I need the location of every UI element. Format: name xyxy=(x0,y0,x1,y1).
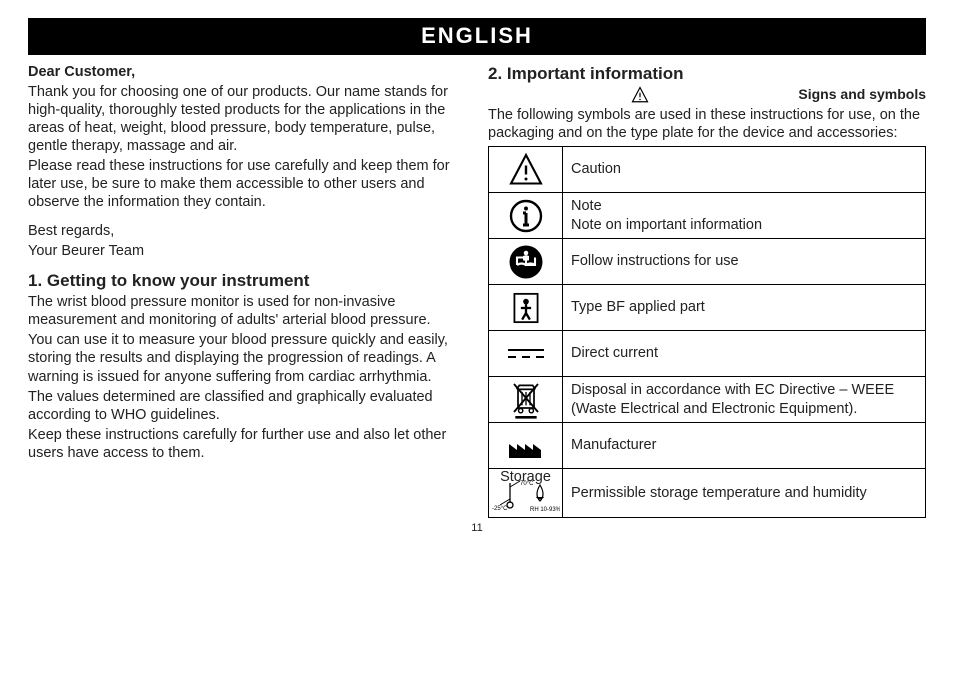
typebf-desc: Type BF applied part xyxy=(563,285,926,331)
section2-heading: 2. Important information xyxy=(488,63,926,84)
section1-p2: You can use it to measure your blood pre… xyxy=(28,331,466,385)
table-row: Caution xyxy=(489,147,926,193)
table-row: Note Note on important information xyxy=(489,193,926,239)
regards-1: Best regards, xyxy=(28,222,466,240)
storage-lo: -25°C xyxy=(492,506,508,512)
right-column: 2. Important information Signs and symbo… xyxy=(488,63,926,519)
dc-symbol-cell xyxy=(489,331,563,377)
page-number: 11 xyxy=(28,522,926,536)
table-row: Disposal in accordance with EC Directive… xyxy=(489,377,926,423)
symbols-table: Caution Note Note on important informati… xyxy=(488,146,926,518)
section1-p1: The wrist blood pressure monitor is used… xyxy=(28,293,466,329)
caution-icon xyxy=(631,86,649,104)
caution-triangle-icon xyxy=(506,152,546,188)
caution-symbol-cell xyxy=(489,147,563,193)
intro-paragraph-2: Please read these instructions for use c… xyxy=(28,157,466,211)
greeting: Dear Customer, xyxy=(28,64,135,80)
table-row: Direct current xyxy=(489,331,926,377)
storage-top-label: Storage xyxy=(489,470,562,485)
weee-symbol-cell xyxy=(489,377,563,423)
table-row: Manufacturer xyxy=(489,423,926,469)
read-manual-icon xyxy=(508,244,544,280)
storage-desc: Permissible storage temperature and humi… xyxy=(563,469,926,518)
table-row: Follow instructions for use xyxy=(489,239,926,285)
signs-symbols-row: Signs and symbols xyxy=(488,86,926,104)
section1-p4: Keep these instructions carefully for fu… xyxy=(28,426,466,462)
content-columns: Dear Customer, Thank you for choosing on… xyxy=(28,63,926,519)
table-row: Storage 70°C -25°C RH 10-93% Permissible… xyxy=(489,469,926,518)
type-bf-icon xyxy=(510,290,542,326)
section1-p3: The values determined are classified and… xyxy=(28,388,466,424)
intro-paragraph-1: Thank you for choosing one of our produc… xyxy=(28,83,466,156)
signs-symbols-label: Signs and symbols xyxy=(798,86,926,104)
note-symbol-cell xyxy=(489,193,563,239)
language-header: ENGLISH xyxy=(28,18,926,55)
section1-heading: 1. Getting to know your instrument xyxy=(28,270,466,291)
manufacturer-desc: Manufacturer xyxy=(563,423,926,469)
table-row: Type BF applied part xyxy=(489,285,926,331)
factory-icon xyxy=(507,432,545,460)
note-desc: Note Note on important information xyxy=(563,193,926,239)
weee-desc: Disposal in accordance with EC Directive… xyxy=(563,377,926,423)
follow-symbol-cell xyxy=(489,239,563,285)
storage-symbol-cell: Storage 70°C -25°C RH 10-93% xyxy=(489,469,563,518)
section2-intro: The following symbols are used in these … xyxy=(488,106,926,142)
storage-rh: RH 10-93% xyxy=(530,507,560,513)
typebf-symbol-cell xyxy=(489,285,563,331)
follow-desc: Follow instructions for use xyxy=(563,239,926,285)
caution-desc: Caution xyxy=(563,147,926,193)
dc-desc: Direct current xyxy=(563,331,926,377)
manufacturer-symbol-cell xyxy=(489,423,563,469)
regards-2: Your Beurer Team xyxy=(28,242,466,260)
weee-bin-icon xyxy=(509,380,543,420)
left-column: Dear Customer, Thank you for choosing on… xyxy=(28,63,466,519)
direct-current-icon xyxy=(504,345,548,363)
info-circle-icon xyxy=(508,198,544,234)
